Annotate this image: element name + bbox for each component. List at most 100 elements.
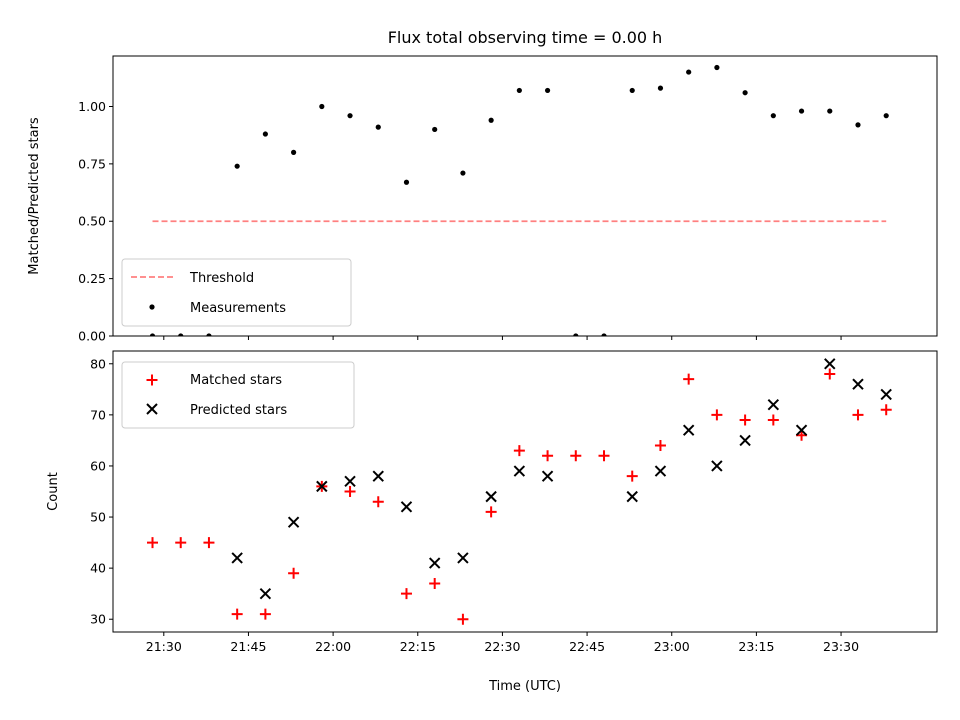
measurement-point xyxy=(827,108,833,114)
measurement-point xyxy=(714,64,720,71)
matched-star-point xyxy=(683,373,695,385)
matched-star-point xyxy=(824,368,836,380)
predicted-star-point xyxy=(711,460,723,472)
matched-star-point xyxy=(372,496,384,508)
legend-box xyxy=(121,258,352,327)
measurement-point xyxy=(234,163,240,169)
matched-star-point xyxy=(344,486,356,497)
y-tick-label: 40 xyxy=(90,561,106,576)
predicted-star-point xyxy=(344,475,356,487)
ratio-panel: 0.00 0.25 0.50 0.75 1.00 Flux total observing… xyxy=(27,28,938,344)
measurement-point xyxy=(178,333,184,336)
matched-star-point xyxy=(175,537,187,549)
matched-star-point xyxy=(259,608,271,620)
legend-measurement-swatch xyxy=(149,304,155,310)
chart-title: Flux total observing time = 0.00 h xyxy=(388,28,663,47)
x-tick-label: 22:15 xyxy=(400,639,436,654)
count-panel: 30 40 50 60 70 80 21:30 21:45 22:00 22:15 22:30 22:… xyxy=(46,350,938,694)
matched-star-point xyxy=(288,567,300,579)
y-tick-label: 80 xyxy=(90,356,106,371)
matched-star-point xyxy=(880,404,892,416)
y-tick-label: 50 xyxy=(90,510,106,525)
predicted-star-point xyxy=(513,465,526,477)
predicted-star-point xyxy=(880,388,892,401)
measurement-point xyxy=(601,333,607,336)
measurement-point xyxy=(291,149,297,155)
measurement-point xyxy=(516,87,522,94)
legend-measurement-label: Measurements xyxy=(190,301,286,316)
plot-area xyxy=(149,64,889,336)
predicted-star-point xyxy=(316,480,328,493)
legend-matched-swatch xyxy=(146,374,158,386)
legend: Matched stars Predicted stars xyxy=(121,361,355,429)
measurement-point xyxy=(319,103,325,110)
predicted-star-point xyxy=(400,501,413,513)
x-tick-label: 23:00 xyxy=(654,639,690,654)
predicted-star-point xyxy=(457,552,469,564)
y-tick-label: 0.00 xyxy=(78,329,106,344)
legend-predicted-label: Predicted stars xyxy=(190,403,287,418)
matched-star-point xyxy=(796,429,808,441)
predicted-star-point xyxy=(795,424,808,436)
predicted-star-point xyxy=(626,490,638,503)
measurement-point xyxy=(798,108,805,114)
measurement-point xyxy=(149,333,156,336)
x-tick-label: 23:15 xyxy=(738,639,774,654)
measurement-point xyxy=(883,113,889,119)
matched-star-point xyxy=(485,506,497,518)
measurement-point xyxy=(855,122,861,128)
measurement-point xyxy=(375,124,381,130)
x-tick-label: 22:00 xyxy=(315,639,351,654)
predicted-star-point xyxy=(767,398,780,411)
matched-star-point xyxy=(598,450,610,462)
y-axis-label: Matched/Predicted stars xyxy=(27,117,42,275)
predicted-star-point xyxy=(485,490,497,503)
x-tick-label: 22:30 xyxy=(484,639,520,654)
predicted-star-point xyxy=(739,434,751,447)
legend-box xyxy=(121,361,355,429)
axes-frame xyxy=(112,350,938,633)
matched-star-point xyxy=(147,537,159,549)
predicted-star-point xyxy=(372,470,384,482)
predicted-star-point xyxy=(654,465,667,477)
predicted-star-point xyxy=(541,470,554,482)
legend: Threshold Measurements xyxy=(121,258,352,327)
matched-star-point xyxy=(513,445,525,457)
axes-frame xyxy=(112,55,938,337)
predicted-star-point xyxy=(428,557,441,569)
measurement-point xyxy=(262,131,268,137)
matched-star-point xyxy=(203,537,215,549)
measurement-point xyxy=(347,113,353,119)
measurement-point xyxy=(544,87,551,94)
matched-star-point xyxy=(570,450,582,462)
matched-star-point xyxy=(654,440,666,452)
y-tick-label: 70 xyxy=(90,407,106,422)
matched-star-point xyxy=(400,588,412,600)
x-axis-label: Time (UTC) xyxy=(488,679,561,694)
y-tick-label: 30 xyxy=(90,612,106,627)
legend-threshold-label: Threshold xyxy=(189,271,254,286)
matched-star-point xyxy=(626,470,638,482)
matched-star-point xyxy=(429,577,441,589)
plot-area xyxy=(147,358,892,625)
matched-star-point xyxy=(542,450,554,462)
legend-predicted-swatch xyxy=(146,403,158,415)
matched-star-point xyxy=(231,608,243,620)
predicted-star-point xyxy=(231,552,243,564)
x-tick-label: 23:30 xyxy=(823,639,859,654)
predicted-star-point xyxy=(682,424,695,436)
predicted-star-point xyxy=(287,516,300,528)
y-tick-label: 0.50 xyxy=(78,214,106,229)
predicted-star-point xyxy=(259,587,272,600)
measurement-point xyxy=(403,179,410,185)
measurement-point xyxy=(206,333,212,336)
matched-star-point xyxy=(457,613,469,625)
y-tick-label: 1.00 xyxy=(78,99,106,114)
x-tick-label: 21:45 xyxy=(230,639,266,654)
measurement-point xyxy=(488,117,494,123)
matched-star-point xyxy=(739,414,751,426)
x-tick-label: 21:30 xyxy=(146,639,182,654)
measurement-point xyxy=(629,87,635,94)
